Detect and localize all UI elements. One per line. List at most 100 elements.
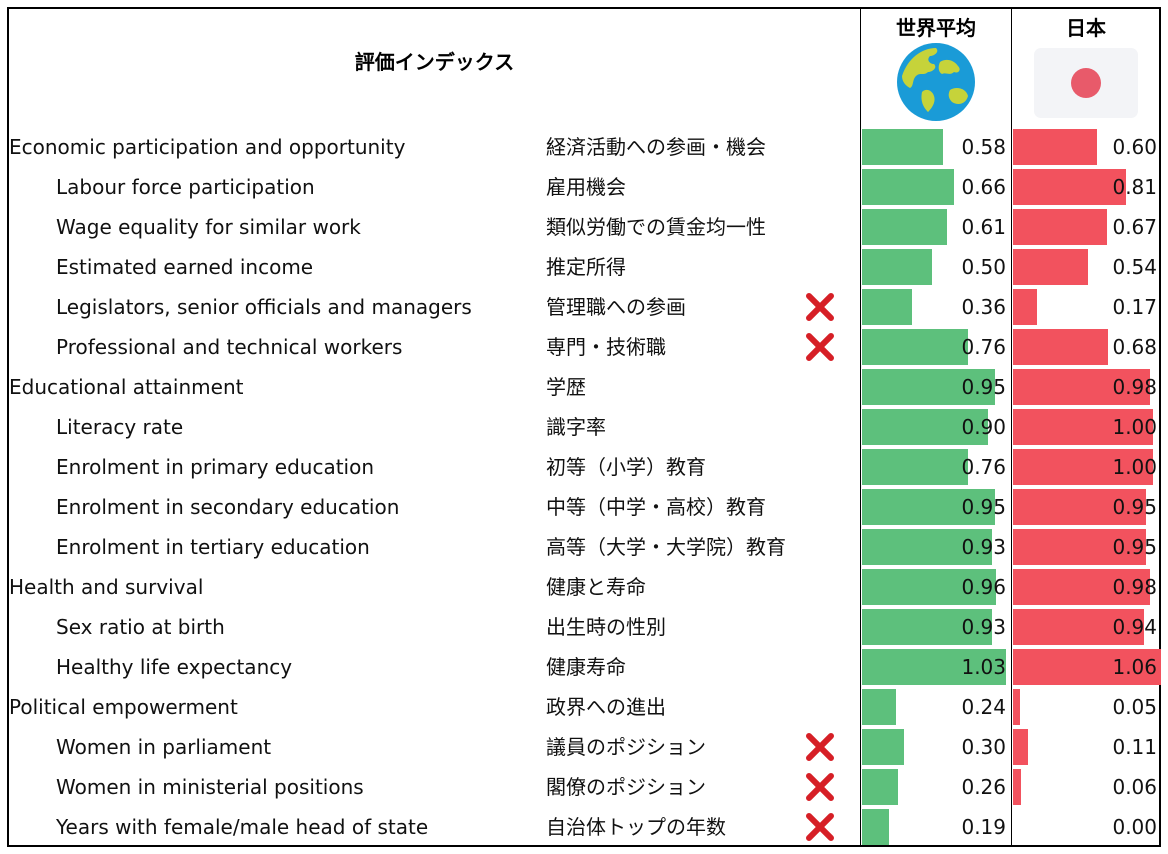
indicator-label-jp: 管理職への参画	[546, 295, 686, 319]
indicator-label-en: Wage equality for similar work	[56, 215, 361, 239]
indicator-label-jp: 自治体トップの年数	[546, 815, 726, 839]
cross-mark-icon	[806, 733, 834, 761]
japan-bar	[1013, 529, 1146, 565]
world-value-label: 0.76	[961, 335, 1006, 359]
world-value-label: 0.61	[961, 215, 1006, 239]
cross-mark-icon	[806, 773, 834, 801]
world-value-label: 0.95	[961, 375, 1006, 399]
japan-bar	[1013, 489, 1146, 525]
world-value-label: 0.58	[961, 135, 1006, 159]
japan-value-label: 0.00	[1112, 815, 1157, 839]
category-row: Educational attainment 学歴 0.95 0.98	[9, 367, 1159, 407]
indicator-label-jp: 経済活動への参画・機会	[546, 135, 766, 159]
japan-value-label: 1.06	[1112, 655, 1157, 679]
world-value-label: 0.76	[961, 455, 1006, 479]
world-value-label: 0.36	[961, 295, 1006, 319]
world-value-label: 0.50	[961, 255, 1006, 279]
cross-mark-icon	[806, 293, 834, 321]
indicator-label-jp: 出生時の性別	[546, 615, 666, 639]
indicator-label-jp: 専門・技術職	[546, 335, 666, 359]
table-row: Legislators, senior officials and manage…	[9, 287, 1159, 327]
japan-value-label: 0.06	[1112, 775, 1157, 799]
world-value-label: 0.19	[961, 815, 1006, 839]
indicator-label-jp: 健康寿命	[546, 655, 626, 679]
japan-value-label: 0.98	[1112, 375, 1157, 399]
world-bar	[862, 609, 992, 645]
japan-value-label: 0.95	[1112, 495, 1157, 519]
indicator-label-en: Sex ratio at birth	[56, 615, 225, 639]
japan-bar	[1013, 689, 1020, 725]
japan-value-label: 0.67	[1112, 215, 1157, 239]
japan-flag-icon	[1034, 48, 1138, 118]
table-row: Wage equality for similar work 類似労働での賃金均一…	[9, 207, 1159, 247]
indicator-label-en: Estimated earned income	[56, 255, 314, 279]
indicator-label-en: Enrolment in primary education	[56, 455, 375, 479]
indicator-label-jp: 政界への進出	[546, 695, 666, 719]
table-row: Literacy rate 識字率 0.90 1.00	[9, 407, 1159, 447]
japan-bar	[1013, 409, 1153, 445]
japan-value-label: 0.60	[1112, 135, 1157, 159]
indicator-label-jp: 議員のポジション	[546, 735, 706, 759]
cross-mark-icon	[806, 333, 834, 361]
japan-value-label: 0.98	[1112, 575, 1157, 599]
indicator-label-en: Health and survival	[9, 575, 204, 599]
table-row: Enrolment in secondary education 中等（中学・高校…	[9, 487, 1159, 527]
world-value-label: 0.66	[961, 175, 1006, 199]
world-value-label: 0.93	[961, 615, 1006, 639]
table-row: Women in ministerial positions 閣僚のポジション 0.…	[9, 767, 1159, 807]
indicator-label-en: Women in ministerial positions	[56, 775, 364, 799]
indicator-label-en: Years with female/male head of state	[56, 815, 429, 839]
japan-bar	[1013, 609, 1144, 645]
world-bar	[862, 329, 968, 365]
world-value-label: 0.90	[961, 415, 1006, 439]
category-row: Health and survival 健康と寿命 0.96 0.98	[9, 567, 1159, 607]
indicator-label-jp: 中等（中学・高校）教育	[546, 495, 766, 519]
world-bar	[862, 489, 995, 525]
world-value-label: 0.26	[961, 775, 1006, 799]
column-divider-japan	[1011, 7, 1012, 847]
japan-bar	[1013, 649, 1161, 685]
indicator-label-en: Political empowerment	[9, 695, 238, 719]
indicator-label-en: Legislators, senior officials and manage…	[56, 295, 472, 319]
indicator-label-jp: 識字率	[546, 415, 606, 439]
world-bar	[862, 689, 896, 725]
world-value-label: 0.30	[961, 735, 1006, 759]
japan-value-label: 1.00	[1112, 415, 1157, 439]
world-value-label: 0.95	[961, 495, 1006, 519]
indicator-label-en: Labour force participation	[56, 175, 315, 199]
world-bar	[862, 569, 996, 605]
indicator-label-en: Enrolment in tertiary education	[56, 535, 370, 559]
indicator-label-en: Professional and technical workers	[56, 335, 403, 359]
world-value-label: 0.24	[961, 695, 1006, 719]
world-bar	[862, 649, 1006, 685]
japan-value-label: 0.81	[1112, 175, 1157, 199]
indicator-label-jp: 類似労働での賃金均一性	[546, 215, 766, 239]
japan-value-label: 0.11	[1112, 735, 1157, 759]
globe-icon	[897, 43, 975, 121]
japan-value-label: 0.54	[1112, 255, 1157, 279]
world-bar	[862, 209, 947, 245]
world-value-label: 0.96	[961, 575, 1006, 599]
japan-header: 日本	[1066, 16, 1106, 40]
world-value-label: 0.93	[961, 535, 1006, 559]
world-value-label: 1.03	[961, 655, 1006, 679]
world-bar	[862, 369, 995, 405]
table-row: Labour force participation 雇用機会 0.66 0.81	[9, 167, 1159, 207]
table-frame	[7, 7, 1161, 847]
category-row: Political empowerment 政界への進出 0.24 0.05	[9, 687, 1159, 727]
indicator-label-en: Healthy life expectancy	[56, 655, 293, 679]
table-row: Enrolment in primary education 初等（小学）教育 0.…	[9, 447, 1159, 487]
column-divider-world	[860, 7, 861, 847]
japan-bar	[1013, 169, 1126, 205]
indicator-label-jp: 閣僚のポジション	[546, 775, 706, 799]
japan-bar	[1013, 449, 1153, 485]
japan-bar	[1013, 729, 1028, 765]
table-row: Healthy life expectancy 健康寿命 1.03 1.06	[9, 647, 1161, 687]
indicator-label-en: Women in parliament	[56, 735, 272, 759]
japan-value-label: 0.68	[1112, 335, 1157, 359]
japan-bar	[1013, 769, 1021, 805]
index-column-header: 評価インデックス	[354, 50, 515, 74]
world-bar	[862, 529, 992, 565]
table-row: Years with female/male head of state 自治体ト…	[9, 807, 1159, 847]
japan-value-label: 0.05	[1112, 695, 1157, 719]
